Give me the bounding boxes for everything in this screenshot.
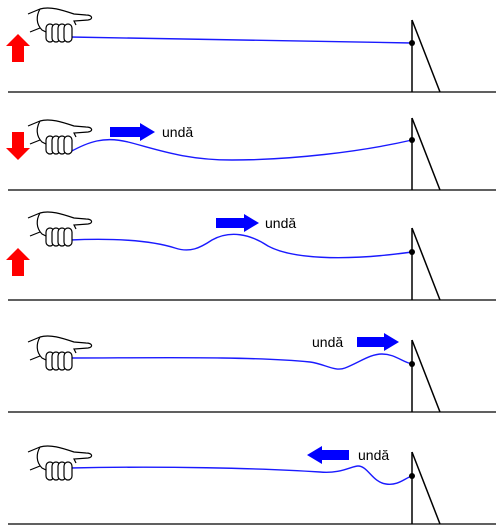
hand-arrow-up-icon [6,248,30,276]
string [69,138,413,161]
hand-arrow-up-icon [6,34,30,62]
wave-label: undă [265,215,296,231]
wave-label: undă [312,334,343,350]
string [69,36,413,44]
string [69,465,413,486]
wave-label: undă [358,447,389,463]
panel-2: undă [6,117,496,191]
fixed-end-point [409,40,415,46]
wall-brace [411,117,441,191]
panel-1 [6,7,496,93]
wave-arrow-right-icon [357,333,399,351]
hand [27,119,93,155]
hand-arrow-down-icon [6,132,30,160]
wall-brace [411,19,441,93]
wave-arrow-right-icon [110,123,155,141]
hand [27,445,93,481]
fixed-end-point [409,137,415,143]
panel-3: undă [6,211,496,301]
wave-arrow-left-icon [307,446,349,464]
wall-brace [411,227,441,301]
string [69,353,413,370]
fixed-end-point [409,361,415,367]
hand [27,335,93,371]
fixed-end-point [409,249,415,255]
fixed-end-point [409,473,415,479]
wave-arrow-right-icon [216,214,259,232]
wall-brace [411,451,441,525]
string [69,233,413,259]
wall-brace [411,339,441,413]
panel-5: undă [8,445,496,525]
wave-label: undă [162,124,193,140]
hand [27,211,93,247]
panel-4: undă [8,333,496,413]
